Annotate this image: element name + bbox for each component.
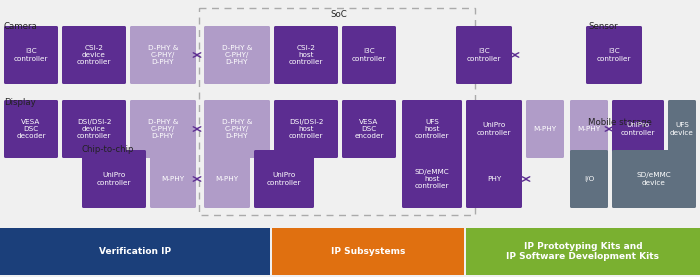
- FancyBboxPatch shape: [204, 100, 270, 158]
- Text: UniPro
controller: UniPro controller: [97, 172, 132, 186]
- FancyBboxPatch shape: [82, 150, 146, 208]
- FancyBboxPatch shape: [274, 26, 338, 84]
- FancyBboxPatch shape: [466, 100, 522, 158]
- Text: SD/eMMC
host
controller: SD/eMMC host controller: [414, 169, 449, 189]
- Text: DSI/DSI-2
host
controller: DSI/DSI-2 host controller: [288, 119, 323, 139]
- FancyBboxPatch shape: [254, 150, 314, 208]
- FancyBboxPatch shape: [274, 100, 338, 158]
- FancyBboxPatch shape: [62, 26, 126, 84]
- Text: DSI/DSI-2
device
controller: DSI/DSI-2 device controller: [77, 119, 111, 139]
- Text: I3C
controller: I3C controller: [351, 48, 386, 61]
- FancyBboxPatch shape: [204, 150, 250, 208]
- Text: I3C
controller: I3C controller: [596, 48, 631, 61]
- Text: PHY: PHY: [487, 176, 501, 182]
- Text: UFS
device: UFS device: [670, 122, 694, 136]
- FancyBboxPatch shape: [570, 100, 608, 158]
- Text: M-PHY: M-PHY: [162, 176, 185, 182]
- Text: D-PHY &
C-PHY/
D-PHY: D-PHY & C-PHY/ D-PHY: [148, 119, 178, 139]
- Text: I/O: I/O: [584, 176, 594, 182]
- FancyBboxPatch shape: [612, 100, 664, 158]
- FancyBboxPatch shape: [150, 150, 196, 208]
- FancyBboxPatch shape: [402, 150, 462, 208]
- Text: M-PHY: M-PHY: [578, 126, 601, 132]
- Bar: [466, 228, 700, 275]
- Text: UniPro
controller: UniPro controller: [621, 122, 655, 136]
- Text: VESA
DSC
encoder: VESA DSC encoder: [354, 119, 384, 139]
- Text: M-PHY: M-PHY: [533, 126, 556, 132]
- Bar: [272, 228, 464, 275]
- FancyBboxPatch shape: [456, 26, 512, 84]
- Text: I3C
controller: I3C controller: [14, 48, 48, 61]
- Text: CSI-2
device
controller: CSI-2 device controller: [77, 45, 111, 65]
- FancyBboxPatch shape: [130, 26, 196, 84]
- FancyBboxPatch shape: [4, 100, 58, 158]
- Text: SoC: SoC: [330, 10, 346, 19]
- FancyBboxPatch shape: [402, 100, 462, 158]
- FancyBboxPatch shape: [4, 26, 58, 84]
- Text: VESA
DSC
decoder: VESA DSC decoder: [16, 119, 46, 139]
- FancyBboxPatch shape: [342, 26, 396, 84]
- FancyBboxPatch shape: [130, 100, 196, 158]
- Text: Camera: Camera: [4, 22, 38, 31]
- Text: I3C
controller: I3C controller: [467, 48, 501, 61]
- Text: IP Subsystems: IP Subsystems: [331, 247, 405, 256]
- FancyBboxPatch shape: [586, 26, 642, 84]
- Bar: [0, 228, 270, 275]
- Text: SD/eMMC
device: SD/eMMC device: [636, 172, 671, 186]
- Text: Mobile storage: Mobile storage: [588, 118, 652, 127]
- FancyBboxPatch shape: [466, 150, 522, 208]
- FancyBboxPatch shape: [570, 150, 608, 208]
- FancyBboxPatch shape: [342, 100, 396, 158]
- FancyBboxPatch shape: [204, 26, 270, 84]
- Text: Chip-to-chip: Chip-to-chip: [82, 145, 134, 154]
- Text: UniPro
controller: UniPro controller: [477, 122, 511, 136]
- Text: IP Prototyping Kits and
IP Software Development Kits: IP Prototyping Kits and IP Software Deve…: [507, 242, 659, 261]
- Text: D-PHY &
C-PHY/
D-PHY: D-PHY & C-PHY/ D-PHY: [222, 45, 252, 65]
- FancyBboxPatch shape: [526, 100, 564, 158]
- Text: Verification IP: Verification IP: [99, 247, 171, 256]
- Text: CSI-2
host
controller: CSI-2 host controller: [288, 45, 323, 65]
- Text: Sensor: Sensor: [588, 22, 617, 31]
- Text: D-PHY &
C-PHY/
D-PHY: D-PHY & C-PHY/ D-PHY: [148, 45, 178, 65]
- Text: M-PHY: M-PHY: [216, 176, 239, 182]
- FancyBboxPatch shape: [668, 100, 696, 158]
- Text: UFS
host
controller: UFS host controller: [414, 119, 449, 139]
- FancyBboxPatch shape: [62, 100, 126, 158]
- Text: D-PHY &
C-PHY/
D-PHY: D-PHY & C-PHY/ D-PHY: [222, 119, 252, 139]
- Text: Display: Display: [4, 98, 36, 107]
- FancyBboxPatch shape: [612, 150, 696, 208]
- Text: UniPro
controller: UniPro controller: [267, 172, 301, 186]
